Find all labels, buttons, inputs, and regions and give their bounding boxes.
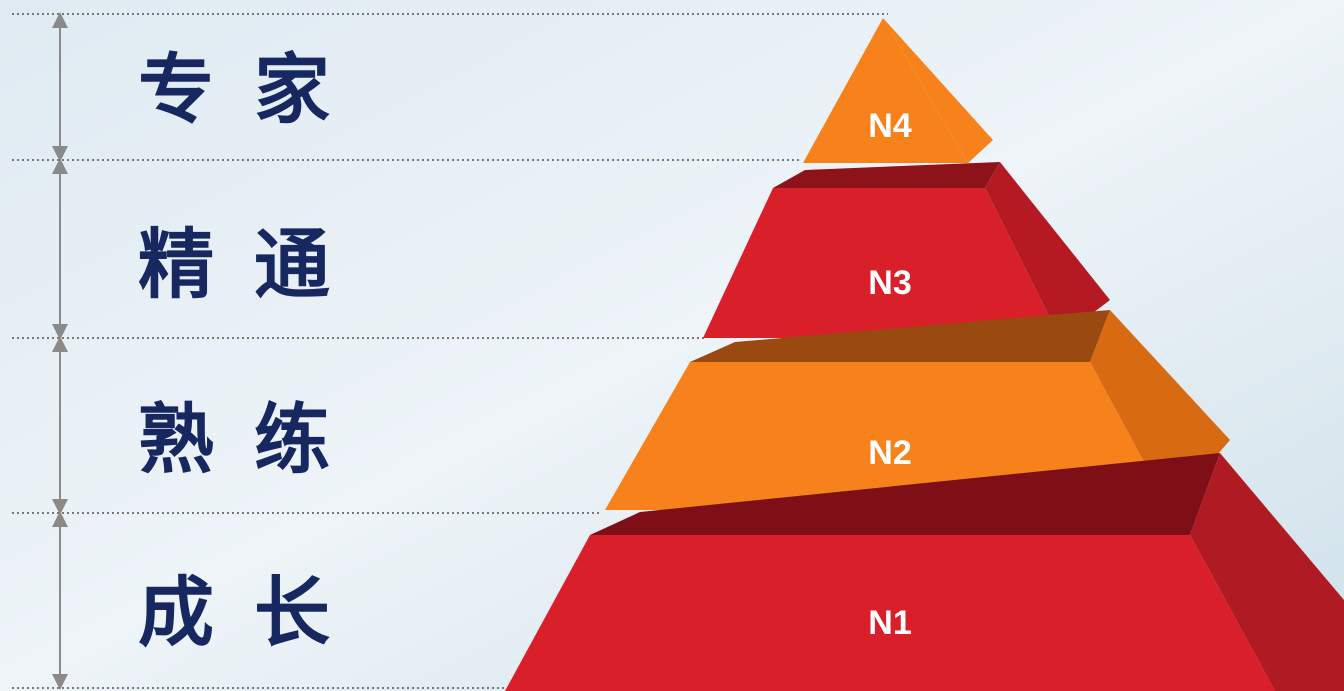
guides (12, 12, 888, 690)
level-label: 熟练 (138, 395, 370, 484)
tier-top (773, 162, 1000, 188)
tier-front (505, 535, 1275, 691)
tier-front (803, 18, 968, 163)
level-label: 专家 (138, 45, 370, 134)
level-label: 成长 (138, 568, 370, 657)
tier-side (985, 162, 1110, 338)
tier-front (703, 188, 1060, 338)
tier-top (590, 453, 1220, 535)
tier-top (690, 310, 1110, 362)
level-label: 精通 (138, 220, 370, 309)
pyramid: N4 N3 N2 N1 (505, 18, 1344, 691)
tier-label: N4 (868, 107, 912, 145)
tier-label: N1 (868, 604, 911, 642)
tier-label: N2 (868, 434, 911, 472)
tier-side (883, 18, 993, 163)
tier-side (1190, 453, 1344, 691)
tier-label: N3 (868, 264, 911, 302)
